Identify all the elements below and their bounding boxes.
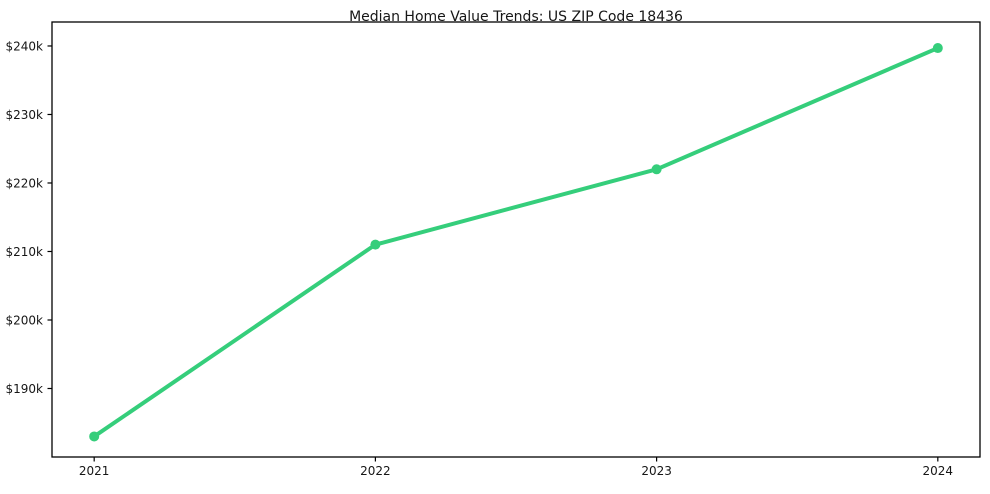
trend-line — [92, 46, 940, 439]
y-tick-label: $200k — [6, 313, 44, 327]
chart-title: Median Home Value Trends: US ZIP Code 18… — [349, 9, 683, 25]
data-point-marker — [932, 43, 943, 54]
y-tick-label: $190k — [6, 382, 44, 396]
y-tick-label: $220k — [6, 176, 44, 190]
plot-area: $190k $200k $210k $220k $230k $240k 2021 2022 20… — [6, 21, 981, 478]
x-tick-label: 2021 — [79, 464, 110, 478]
y-tick-label: $210k — [6, 245, 44, 259]
x-tick-label: 2023 — [641, 464, 672, 478]
data-point-marker — [89, 431, 100, 442]
data-point-marker — [651, 164, 662, 175]
data-point-marker — [370, 239, 381, 250]
y-tick-label: $240k — [6, 39, 44, 53]
plot-frame — [51, 21, 981, 458]
x-tick-label: 2022 — [360, 464, 391, 478]
y-tick-label: $230k — [6, 108, 44, 122]
x-tick-label: 2024 — [923, 464, 954, 478]
